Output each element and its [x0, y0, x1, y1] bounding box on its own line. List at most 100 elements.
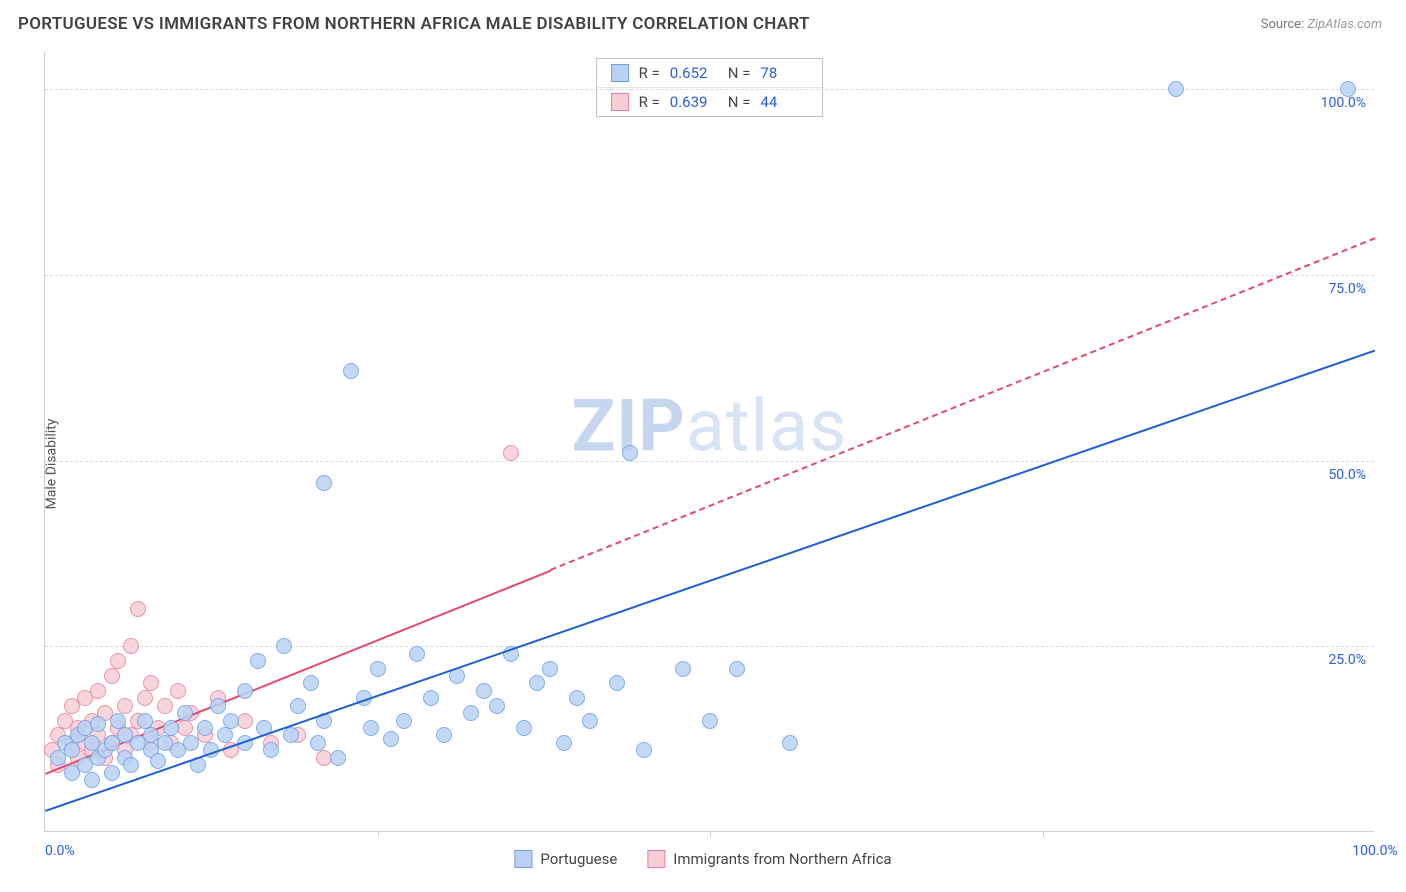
- n-label-2: N =: [728, 93, 751, 111]
- data-point: [729, 661, 745, 677]
- data-point: [383, 731, 399, 747]
- x-tick-label: 100.0%: [1352, 843, 1397, 859]
- data-point: [609, 675, 625, 691]
- data-point: [316, 475, 332, 491]
- gridline: [45, 275, 1374, 276]
- data-point: [622, 445, 638, 461]
- legend-label-immigrants: Immigrants from Northern Africa: [673, 850, 891, 868]
- data-point: [217, 727, 233, 743]
- gridline: [45, 646, 1374, 647]
- data-point: [110, 653, 126, 669]
- data-point: [130, 601, 146, 617]
- y-tick-label: 75.0%: [1328, 281, 1366, 297]
- legend-label-portuguese: Portuguese: [540, 850, 617, 868]
- y-tick-label: 100.0%: [1321, 95, 1366, 111]
- plot-region: ZIPatlas R = 0.652 N = 78 R = 0.639 N = …: [44, 52, 1374, 832]
- data-point: [370, 661, 386, 677]
- data-point: [290, 698, 306, 714]
- data-point: [503, 445, 519, 461]
- data-point: [343, 363, 359, 379]
- n-label-1: N =: [728, 64, 751, 82]
- data-point: [64, 742, 80, 758]
- legend-item-immigrants: Immigrants from Northern Africa: [647, 850, 891, 868]
- data-point: [423, 690, 439, 706]
- data-point: [569, 690, 585, 706]
- data-point: [303, 675, 319, 691]
- data-point: [104, 668, 120, 684]
- legend-row-immigrants: R = 0.639 N = 44: [597, 87, 823, 116]
- data-point: [237, 683, 253, 699]
- y-tick-label: 25.0%: [1328, 652, 1366, 668]
- data-point: [582, 713, 598, 729]
- r-label-1: R =: [639, 64, 660, 82]
- data-point: [396, 713, 412, 729]
- trend-line: [45, 569, 551, 774]
- data-point: [250, 653, 266, 669]
- r-value-1: 0.652: [670, 64, 718, 82]
- data-point: [84, 772, 100, 788]
- data-point: [177, 720, 193, 736]
- data-point: [197, 720, 213, 736]
- data-point: [542, 661, 558, 677]
- chart-area: Male Disability ZIPatlas R = 0.652 N = 7…: [0, 44, 1406, 884]
- data-point: [476, 683, 492, 699]
- r-label-2: R =: [639, 93, 660, 111]
- data-point: [143, 675, 159, 691]
- legend-row-portuguese: R = 0.652 N = 78: [597, 59, 823, 87]
- data-point: [702, 713, 718, 729]
- data-point: [363, 720, 379, 736]
- data-point: [157, 698, 173, 714]
- data-point: [150, 753, 166, 769]
- data-point: [183, 735, 199, 751]
- watermark: ZIPatlas: [572, 383, 848, 468]
- data-point: [782, 735, 798, 751]
- trend-line: [45, 349, 1376, 811]
- data-point: [170, 683, 186, 699]
- series-legend: Portuguese Immigrants from Northern Afri…: [514, 850, 891, 868]
- chart-title: PORTUGUESE VS IMMIGRANTS FROM NORTHERN A…: [18, 14, 810, 34]
- data-point: [110, 713, 126, 729]
- x-tick-mark: [378, 831, 379, 837]
- data-point: [463, 705, 479, 721]
- watermark-rest: atlas: [686, 383, 848, 468]
- data-point: [90, 683, 106, 699]
- data-point: [516, 720, 532, 736]
- source-value: ZipAtlas.com: [1307, 17, 1382, 32]
- data-point: [210, 698, 226, 714]
- chart-header: PORTUGUESE VS IMMIGRANTS FROM NORTHERN A…: [0, 0, 1406, 44]
- x-tick-label: 0.0%: [45, 843, 75, 859]
- gridline: [45, 461, 1374, 462]
- data-point: [137, 713, 153, 729]
- data-point: [675, 661, 691, 677]
- n-value-2: 44: [760, 93, 808, 111]
- data-point: [123, 638, 139, 654]
- source-attribution: Source: ZipAtlas.com: [1261, 17, 1382, 32]
- data-point: [1168, 81, 1184, 97]
- correlation-legend: R = 0.652 N = 78 R = 0.639 N = 44: [596, 58, 824, 117]
- data-point: [276, 638, 292, 654]
- data-point: [263, 742, 279, 758]
- legend-item-portuguese: Portuguese: [514, 850, 617, 868]
- swatch-immigrants-icon: [647, 850, 665, 868]
- data-point: [177, 705, 193, 721]
- data-point: [117, 698, 133, 714]
- data-point: [529, 675, 545, 691]
- swatch-portuguese-icon: [514, 850, 532, 868]
- data-point: [310, 735, 326, 751]
- swatch-portuguese: [611, 64, 629, 82]
- data-point: [489, 698, 505, 714]
- n-value-1: 78: [760, 64, 808, 82]
- source-label: Source:: [1261, 17, 1304, 32]
- r-value-2: 0.639: [670, 93, 718, 111]
- data-point: [137, 690, 153, 706]
- data-point: [556, 735, 572, 751]
- x-tick-mark: [710, 831, 711, 837]
- data-point: [163, 720, 179, 736]
- data-point: [436, 727, 452, 743]
- y-tick-label: 50.0%: [1328, 467, 1366, 483]
- trend-line: [550, 238, 1375, 571]
- data-point: [223, 713, 239, 729]
- data-point: [330, 750, 346, 766]
- data-point: [123, 757, 139, 773]
- data-point: [636, 742, 652, 758]
